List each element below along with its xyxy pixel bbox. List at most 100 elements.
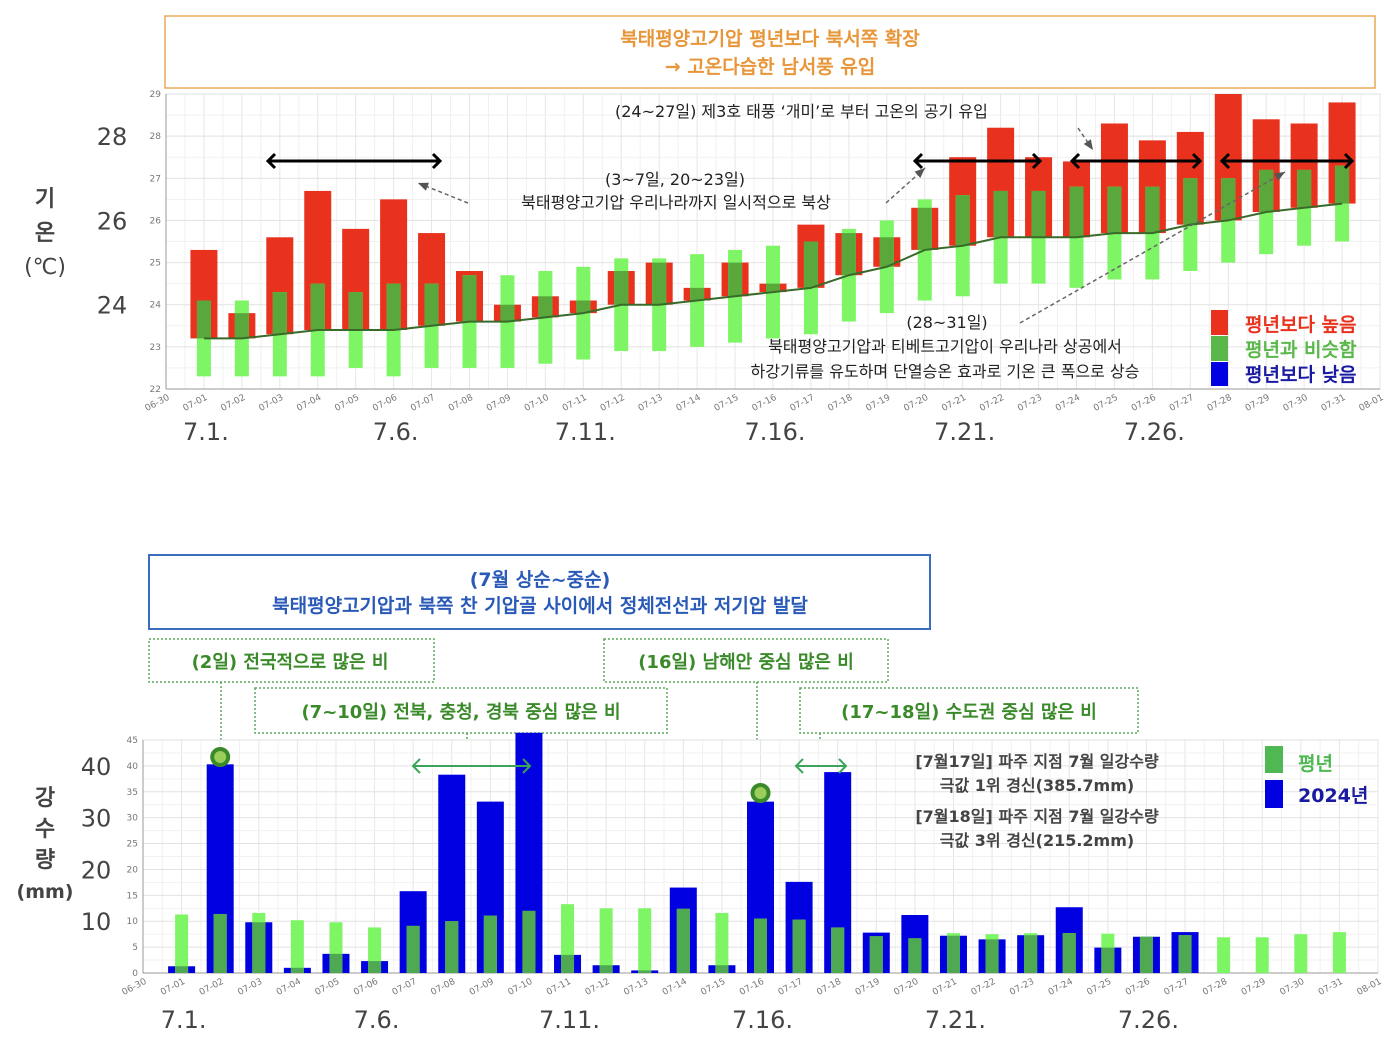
y-big-label: 20 — [81, 856, 112, 884]
x-tick-label: 07-03 — [236, 977, 264, 998]
y-tick-label: 5 — [132, 943, 138, 953]
x-big-label: 7.11. — [539, 1006, 600, 1034]
pointer-line — [1019, 171, 1286, 324]
typhoon-annotation: (24~27일) 제3호 태풍 ‘개미’로 부터 고온의 공기 유입 — [615, 102, 988, 121]
x-tick-label: 07-05 — [314, 977, 342, 998]
adiabatic-annotation-line1: (28~31일) — [906, 313, 987, 332]
period-arrow-head — [1069, 152, 1081, 170]
bar-normal — [1294, 934, 1308, 973]
x-tick-label: 07-22 — [970, 977, 998, 998]
x-tick-label: 07-05 — [333, 393, 361, 414]
bar-normal-overlap — [690, 287, 705, 301]
top-title-box: 북태평양고기압 평년보다 북서쪽 확장 → 고온다습한 남서풍 유입 — [164, 15, 1376, 89]
event-marker-icon — [210, 747, 231, 767]
x-tick-label: 07-15 — [713, 393, 741, 414]
bar-normal-overlap — [1062, 933, 1076, 973]
period-arrow-head — [431, 152, 443, 170]
y-tick-label: 25 — [150, 259, 161, 269]
x-tick-label: 08-01 — [1356, 977, 1384, 998]
y-tick-label: 30 — [127, 814, 139, 824]
legend-swatch-below — [1211, 362, 1228, 386]
x-tick-label: 07-13 — [637, 393, 665, 414]
record-line: 극값 3위 경신(215.2mm) — [940, 831, 1134, 850]
record-line: 극값 1위 경신(385.7mm) — [940, 776, 1134, 795]
y-tick-label: 28 — [150, 132, 162, 142]
legend-swatch-2024 — [1265, 780, 1283, 808]
rain-event-labels: (2일) 전국적으로 많은 비 (16일) 남해안 중심 많은 비 (7~10일… — [192, 652, 1097, 723]
x-tick-label: 07-24 — [1047, 977, 1075, 998]
x-tick-label: 07-24 — [1054, 393, 1082, 414]
bar-normal-overlap — [1107, 186, 1122, 234]
precip-legend: 평년 2024년 — [1265, 746, 1368, 808]
bar-normal — [290, 920, 304, 973]
bar-normal-overlap — [614, 271, 629, 305]
bar-normal-overlap — [175, 966, 189, 973]
bar-normal-overlap — [766, 283, 780, 293]
bar-normal — [715, 912, 729, 973]
x-big-label: 7.1. — [161, 1006, 207, 1034]
x-tick-label: 07-09 — [485, 393, 513, 414]
bar-normal-overlap — [715, 965, 729, 973]
x-tick-label: 07-31 — [1317, 977, 1345, 998]
event-day17-18: (17~18일) 수도권 중심 많은 비 — [841, 702, 1097, 723]
bar-normal — [638, 908, 652, 973]
y-big-label: 28 — [97, 123, 128, 151]
bar-normal-overlap — [841, 233, 856, 276]
bottom-title-box: (7월 상순~중순) 북태평양고기압과 북쪽 찬 기압골 사이에서 정체전선과 … — [148, 554, 931, 630]
bar-normal-overlap — [1221, 178, 1236, 221]
bar-normal-overlap — [676, 908, 690, 973]
y-big-label: 24 — [97, 292, 128, 320]
x-tick-label: 07-27 — [1168, 393, 1196, 414]
x-tick-label: 07-16 — [751, 393, 779, 414]
x-tick-label: 07-12 — [599, 393, 627, 414]
bar-normal-overlap — [310, 283, 325, 330]
y-title-unit: (mm) — [17, 881, 74, 903]
x-tick-label: 07-10 — [523, 393, 551, 414]
bar-normal-overlap — [290, 967, 304, 973]
bar-normal-overlap — [561, 954, 575, 973]
y-tick-label: 35 — [127, 788, 138, 798]
y-big-label: 10 — [81, 908, 112, 936]
y-title-line: 기 — [35, 187, 55, 212]
temperature-chart: 22 23 24 25 26 27 28 29 06-30 07-01 07-02 07-03 07-0… — [97, 90, 1386, 446]
x-tick-label: 07-14 — [675, 393, 703, 414]
x-tick-label: 07-11 — [545, 977, 573, 998]
x-tick-label: 07-08 — [447, 393, 475, 414]
precipitation-chart: 0 5 10 15 20 25 30 35 40 45 06-30 07-01 07-02 07-03 07… — [81, 732, 1384, 1034]
y-tick-label: 15 — [127, 891, 138, 901]
x-tick-label: 07-08 — [429, 977, 457, 998]
x-tick-label: 07-20 — [902, 393, 930, 414]
bar-normal-overlap — [368, 961, 382, 973]
bar-normal-overlap — [1297, 169, 1312, 208]
bar-normal-overlap — [792, 919, 806, 973]
x-tick-label: 06-30 — [144, 393, 172, 414]
y-title-unit: (℃) — [24, 255, 66, 280]
adiabatic-annotation-line3: 하강기류를 유도하며 단열승온 효과로 기온 큰 폭으로 상승 — [751, 362, 1140, 381]
legend-label-below: 평년보다 낮음 — [1245, 364, 1357, 386]
period-arrow-head — [1343, 152, 1355, 170]
x-tick-label: 07-28 — [1206, 393, 1234, 414]
y-big-label: 40 — [81, 753, 112, 781]
x-tick-label: 07-12 — [584, 977, 612, 998]
event-day2: (2일) 전국적으로 많은 비 — [192, 652, 389, 673]
top-title-line2: → 고온다습한 남서풍 유입 — [665, 56, 876, 78]
legend-swatch-above — [1211, 310, 1228, 335]
record-line: [7월18일] 파주 지점 7월 일강수량 — [915, 807, 1159, 826]
bar-normal-overlap — [917, 207, 932, 250]
x-tick-label: 07-09 — [468, 977, 496, 998]
legend-label-2024: 2024년 — [1298, 785, 1368, 807]
x-tick-label: 07-31 — [1320, 393, 1348, 414]
y-tick-label: 25 — [127, 840, 138, 850]
y-tick-label: 29 — [150, 90, 162, 100]
north-annotation-line2: 북태평양고기압 우리나라까지 일시적으로 북상 — [521, 193, 831, 212]
bar-normal-overlap — [462, 275, 477, 322]
bar-normal-overlap — [1139, 936, 1153, 973]
bar-normal-overlap — [196, 300, 211, 339]
bar-normal-overlap — [638, 970, 652, 973]
precip-y-title: 강 수 량 (mm) — [17, 786, 74, 903]
x-big-label: 7.6. — [373, 418, 419, 446]
bar-normal-overlap — [538, 296, 553, 318]
bar-normal-overlap — [908, 938, 922, 973]
bar-normal-overlap — [728, 262, 743, 297]
x-tick-label: 07-23 — [1016, 393, 1044, 414]
